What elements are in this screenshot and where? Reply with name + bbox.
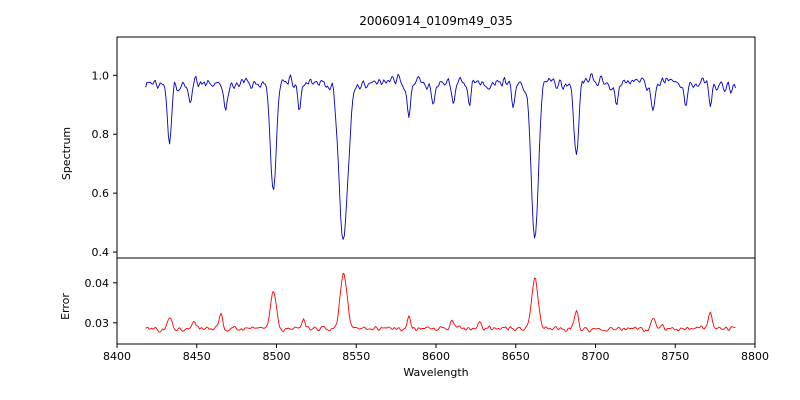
x-tick-label: 8400 <box>103 350 131 363</box>
x-tick-label: 8750 <box>661 350 689 363</box>
x-tick-label: 8800 <box>741 350 769 363</box>
x-tick-label: 8500 <box>263 350 291 363</box>
y-tick-label: 0.8 <box>92 128 110 141</box>
x-axis-label: Wavelength <box>403 366 469 379</box>
spectrum-line <box>145 73 736 240</box>
x-tick-label: 8550 <box>342 350 370 363</box>
y-tick-label: 0.6 <box>92 187 110 200</box>
y-tick-label: 1.0 <box>92 69 110 82</box>
x-tick-label: 8650 <box>502 350 530 363</box>
error-line <box>145 272 736 333</box>
x-tick-label: 8600 <box>422 350 450 363</box>
x-tick-label: 8700 <box>582 350 610 363</box>
y-tick-label: 0.03 <box>85 317 110 330</box>
y-tick-label: 0.04 <box>85 277 110 290</box>
x-tick-label: 8450 <box>183 350 211 363</box>
chart-title: 20060914_0109m49_035 <box>359 14 513 28</box>
y-tick-label: 0.4 <box>92 246 110 259</box>
